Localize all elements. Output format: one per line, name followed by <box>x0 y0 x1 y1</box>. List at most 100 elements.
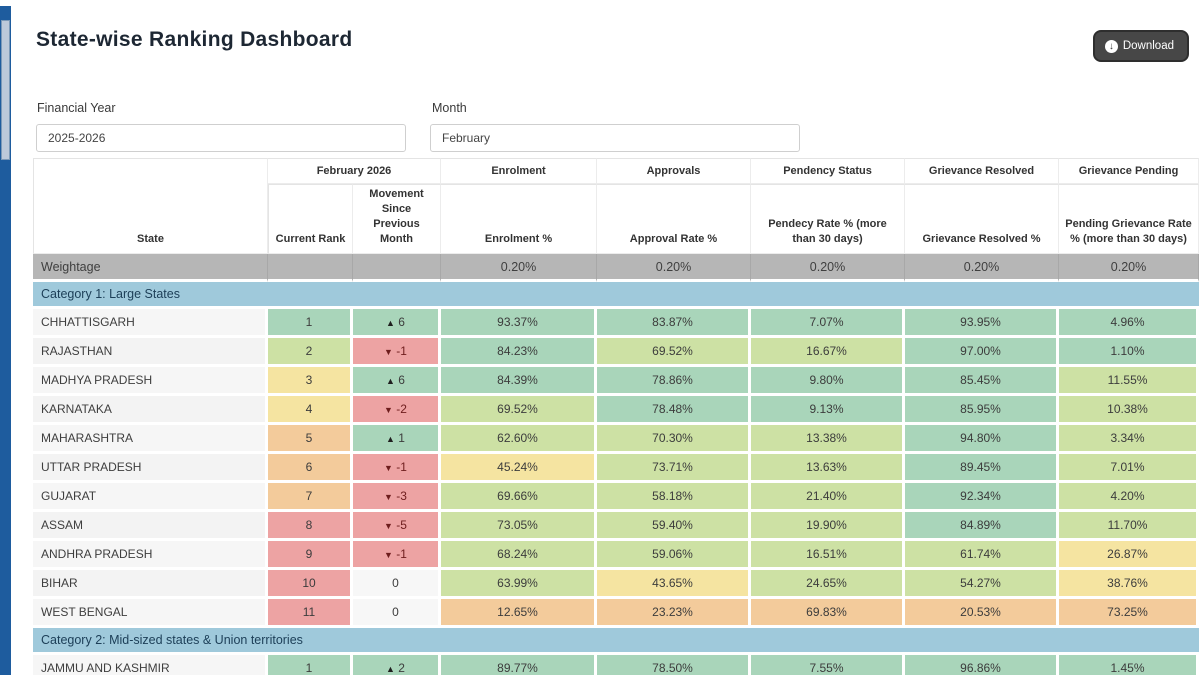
movement-cell: ▼ -2 <box>353 396 442 426</box>
metric-cell: 58.18% <box>597 483 752 513</box>
movement-cell: ▼ -1 <box>353 454 442 484</box>
weightage-value: 0.20% <box>597 254 752 283</box>
state-name: CHHATTISGARH <box>33 309 268 339</box>
metric-cell: 38.76% <box>1059 570 1199 600</box>
metric-cell: 61.74% <box>905 541 1060 571</box>
rank-cell: 9 <box>268 541 353 571</box>
state-name: RAJASTHAN <box>33 338 268 368</box>
column-header-pending-grievance-rate: Pending Grievance Rate % (more than 30 d… <box>1059 184 1199 255</box>
metric-cell: 10.38% <box>1059 396 1199 426</box>
movement-cell: ▲ 1 <box>353 425 442 455</box>
metric-cell: 94.80% <box>905 425 1060 455</box>
metric-cell: 9.80% <box>751 367 906 397</box>
metric-cell: 96.86% <box>905 655 1060 675</box>
metric-cell: 85.95% <box>905 396 1060 426</box>
group-header-grievance-resolved: Grievance Resolved <box>905 158 1060 184</box>
column-header-state: State <box>33 158 268 255</box>
down-arrow-icon: ▼ <box>384 405 393 416</box>
page-title: State-wise Ranking Dashboard <box>36 28 353 51</box>
column-header-current-rank: Current Rank <box>268 184 353 255</box>
state-name: MADHYA PRADESH <box>33 367 268 397</box>
state-name: MAHARASHTRA <box>33 425 268 455</box>
metric-cell: 43.65% <box>597 570 752 600</box>
weightage-value: 0.20% <box>905 254 1060 283</box>
up-arrow-icon: ▲ <box>386 376 395 387</box>
metric-cell: 24.65% <box>751 570 906 600</box>
scrollbar-thumb[interactable] <box>1 20 10 160</box>
state-name: WEST BENGAL <box>33 599 268 629</box>
metric-cell: 68.24% <box>441 541 598 571</box>
metric-cell: 16.51% <box>751 541 906 571</box>
metric-cell: 69.66% <box>441 483 598 513</box>
table-row: MADHYA PRADESH 3 ▲ 6 84.39% 78.86% 9.80% 85.45… <box>33 367 1199 397</box>
table-row: RAJASTHAN 2 ▼ -1 84.23% 69.52% 16.67% 97.00% 1.… <box>33 338 1199 368</box>
metric-cell: 59.40% <box>597 512 752 542</box>
up-arrow-icon: ▲ <box>386 318 395 329</box>
down-arrow-icon: ▼ <box>384 550 393 561</box>
metric-cell: 13.63% <box>751 454 906 484</box>
download-button[interactable]: ↓ Download <box>1092 30 1189 62</box>
category-label: Category 2: Mid-sized states & Union ter… <box>33 628 1199 656</box>
metric-cell: 73.71% <box>597 454 752 484</box>
ranking-table: State February 2026 Enrolment Approvals … <box>33 158 1199 675</box>
metric-cell: 92.34% <box>905 483 1060 513</box>
download-button-label: Download <box>1122 40 1174 52</box>
month-value: February <box>442 131 491 145</box>
metric-cell: 23.23% <box>597 599 752 629</box>
financial-year-value: 2025-2026 <box>48 131 106 145</box>
metric-cell: 3.34% <box>1059 425 1199 455</box>
rank-cell: 3 <box>268 367 353 397</box>
metric-cell: 7.55% <box>751 655 906 675</box>
table-row: ANDHRA PRADESH 9 ▼ -1 68.24% 59.06% 16.51% 61.… <box>33 541 1199 571</box>
metric-cell: 59.06% <box>597 541 752 571</box>
category-label: Category 1: Large States <box>33 282 1199 310</box>
metric-cell: 69.83% <box>751 599 906 629</box>
metric-cell: 70.30% <box>597 425 752 455</box>
rank-cell: 1 <box>268 309 353 339</box>
up-arrow-icon: ▲ <box>386 664 395 675</box>
metric-cell: 73.05% <box>441 512 598 542</box>
metric-cell: 7.01% <box>1059 454 1199 484</box>
metric-cell: 12.65% <box>441 599 598 629</box>
month-select[interactable]: February <box>430 124 800 152</box>
metric-cell: 21.40% <box>751 483 906 513</box>
metric-cell: 1.10% <box>1059 338 1199 368</box>
download-icon: ↓ <box>1104 39 1118 53</box>
metric-cell: 4.96% <box>1059 309 1199 339</box>
column-header-movement: Movement Since Previous Month <box>353 184 442 255</box>
metric-cell: 9.13% <box>751 396 906 426</box>
metric-cell: 93.95% <box>905 309 1060 339</box>
state-name: ASSAM <box>33 512 268 542</box>
left-scrollbar-track[interactable] <box>0 6 11 675</box>
metric-cell: 78.86% <box>597 367 752 397</box>
table-row: JAMMU AND KASHMIR 1 ▲ 2 89.77% 78.50% 7.55% 96… <box>33 655 1199 675</box>
movement-cell: ▼ -5 <box>353 512 442 542</box>
table-row: CHHATTISGARH 1 ▲ 6 93.37% 83.87% 7.07% 93.95% 4… <box>33 309 1199 339</box>
table-row: MAHARASHTRA 5 ▲ 1 62.60% 70.30% 13.38% 94.80% 3… <box>33 425 1199 455</box>
rank-cell: 8 <box>268 512 353 542</box>
metric-cell: 89.77% <box>441 655 598 675</box>
rank-cell: 5 <box>268 425 353 455</box>
financial-year-label: Financial Year <box>37 101 116 115</box>
column-header-pendency-rate: Pendecy Rate % (more than 30 days) <box>751 184 906 255</box>
group-header-grievance-pending: Grievance Pending <box>1059 158 1199 184</box>
group-header-enrolment: Enrolment <box>441 158 598 184</box>
metric-cell: 84.23% <box>441 338 598 368</box>
financial-year-select[interactable]: 2025-2026 <box>36 124 406 152</box>
down-arrow-icon: ▼ <box>384 521 393 532</box>
metric-cell: 62.60% <box>441 425 598 455</box>
metric-cell: 4.20% <box>1059 483 1199 513</box>
weightage-value: 0.20% <box>441 254 598 283</box>
table-row: UTTAR PRADESH 6 ▼ -1 45.24% 73.71% 13.63% 89.4… <box>33 454 1199 484</box>
metric-cell: 78.50% <box>597 655 752 675</box>
metric-cell: 97.00% <box>905 338 1060 368</box>
metric-cell: 16.67% <box>751 338 906 368</box>
metric-cell: 26.87% <box>1059 541 1199 571</box>
metric-cell: 54.27% <box>905 570 1060 600</box>
weightage-empty <box>353 254 442 283</box>
metric-cell: 19.90% <box>751 512 906 542</box>
rank-cell: 7 <box>268 483 353 513</box>
weightage-label: Weightage <box>33 254 268 283</box>
metric-cell: 78.48% <box>597 396 752 426</box>
weightage-value: 0.20% <box>751 254 906 283</box>
